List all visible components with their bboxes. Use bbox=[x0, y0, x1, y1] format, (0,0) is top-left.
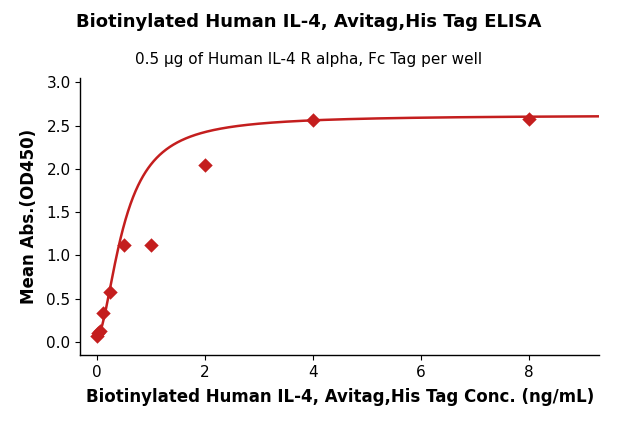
Text: Biotinylated Human IL-4, Avitag,His Tag ELISA: Biotinylated Human IL-4, Avitag,His Tag … bbox=[76, 13, 542, 31]
Point bbox=[146, 242, 156, 249]
Point bbox=[95, 327, 105, 334]
X-axis label: Biotinylated Human IL-4, Avitag,His Tag Conc. (ng/mL): Biotinylated Human IL-4, Avitag,His Tag … bbox=[86, 388, 594, 406]
Point bbox=[524, 115, 534, 122]
Point bbox=[93, 333, 103, 339]
Text: 0.5 μg of Human IL-4 R alpha, Fc Tag per well: 0.5 μg of Human IL-4 R alpha, Fc Tag per… bbox=[135, 52, 483, 67]
Point bbox=[93, 330, 103, 337]
Point bbox=[119, 242, 129, 249]
Point bbox=[200, 161, 210, 168]
Point bbox=[308, 117, 318, 124]
Point bbox=[105, 288, 115, 295]
Point bbox=[98, 310, 108, 317]
Y-axis label: Mean Abs.(OD450): Mean Abs.(OD450) bbox=[20, 129, 38, 304]
